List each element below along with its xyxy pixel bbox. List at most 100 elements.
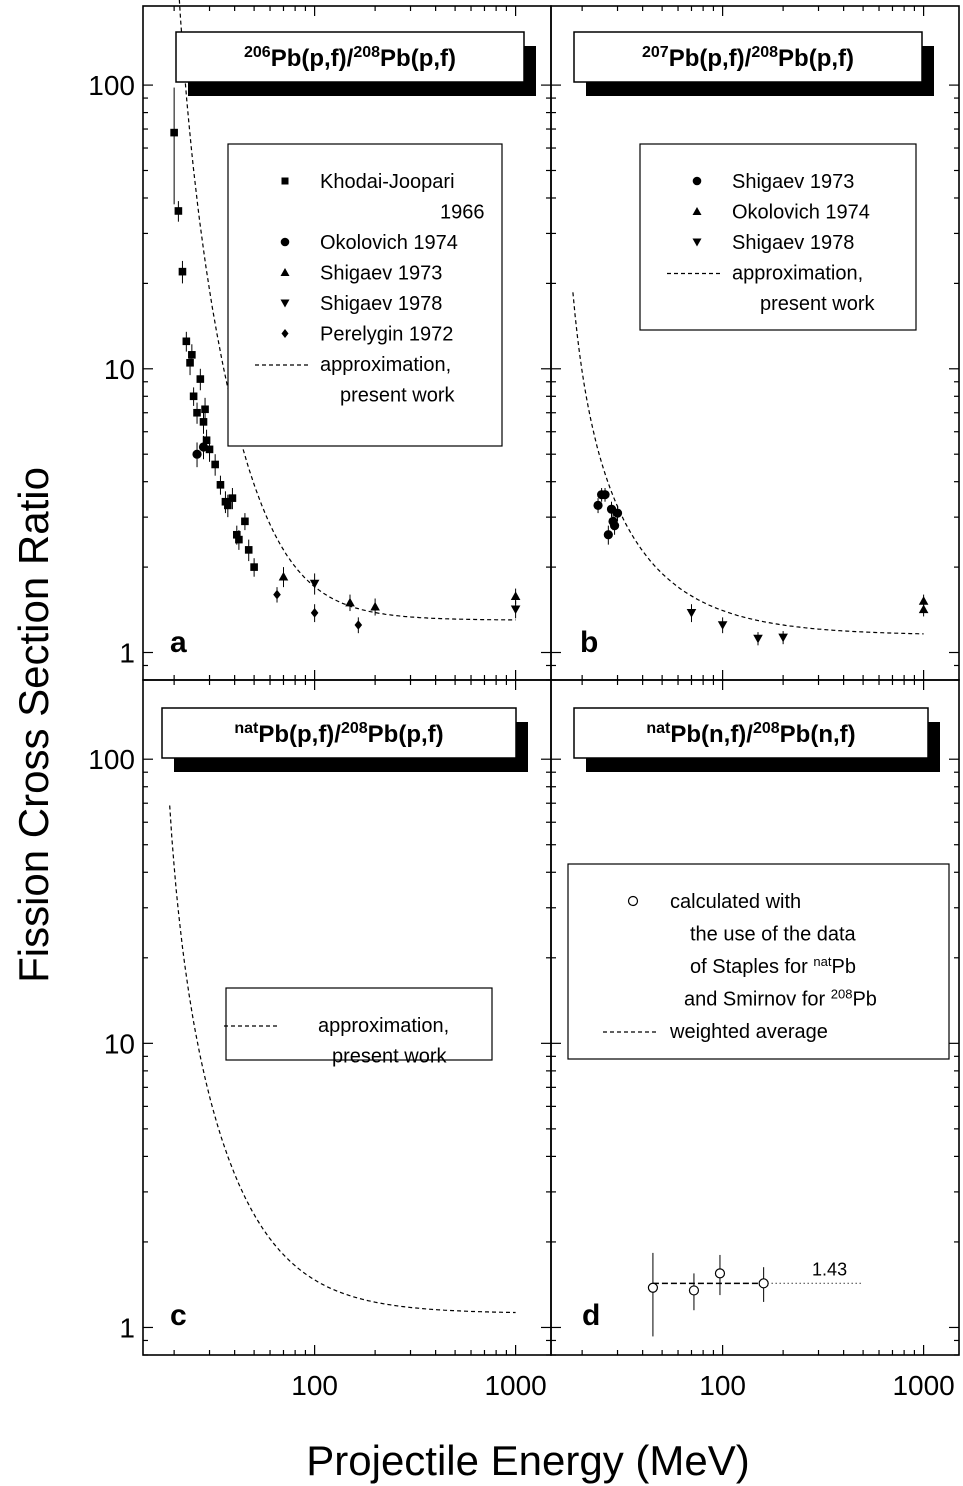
legend-marker xyxy=(280,237,290,247)
legend: Khodai-Joopari 1966 Okolovich 1974 Shigaev … xyxy=(227,143,503,447)
series-circle xyxy=(593,488,623,545)
data-point xyxy=(686,609,697,618)
data-point xyxy=(205,445,214,454)
panel-letter: c xyxy=(170,1299,187,1332)
panel-title: natPb(p,f)/208Pb(p,f) xyxy=(234,720,443,748)
data-point xyxy=(309,579,320,589)
legend-label: Okolovich 1974 xyxy=(732,202,870,224)
data-point xyxy=(612,508,623,518)
x-tick-label: 100 xyxy=(291,1370,338,1401)
data-point xyxy=(310,608,319,618)
panel-title: 207Pb(p,f)/208Pb(p,f) xyxy=(642,44,854,72)
series-triangle-up xyxy=(918,594,929,617)
data-point xyxy=(778,633,788,643)
x-tick-label: 1000 xyxy=(484,1370,546,1401)
data-point xyxy=(202,436,211,445)
data-point xyxy=(241,517,249,526)
data-point xyxy=(510,605,521,615)
series-triangle-up xyxy=(278,567,521,616)
legend-marker xyxy=(692,238,702,247)
legend-label: weighted average xyxy=(669,1021,828,1043)
data-point xyxy=(250,563,258,571)
legend: Shigaev 1973 Okolovich 1974 Shigaev 1978 ap… xyxy=(639,143,917,331)
panel-title: natPb(n,f)/208Pb(n,f) xyxy=(646,720,855,748)
data-point xyxy=(188,351,196,359)
legend-marker xyxy=(692,176,702,186)
data-point xyxy=(192,449,202,459)
series-triangle-down xyxy=(309,573,521,619)
axis-ticks xyxy=(143,680,551,1356)
panel-frame xyxy=(550,679,960,1356)
panel-a: 1 10 100 206Pb(p,f)/208Pb(p,f) Khodai-Joopar… xyxy=(88,0,552,681)
legend-marker xyxy=(281,177,289,185)
data-point xyxy=(189,392,198,401)
legend-label: present work xyxy=(340,385,455,407)
axis-ticks xyxy=(551,680,959,1356)
legend-label: approximation, xyxy=(318,1015,449,1037)
legend-label: the use of the data xyxy=(690,924,857,946)
x-axis-label: Projectile Energy (MeV) xyxy=(306,1437,749,1484)
data-point xyxy=(196,375,205,383)
data-point xyxy=(199,418,208,426)
legend-marker xyxy=(280,299,290,308)
data-point xyxy=(354,620,363,630)
data-point xyxy=(216,481,225,489)
series-diamond xyxy=(273,587,363,634)
legend-label: Shigaev 1973 xyxy=(320,263,442,285)
data-point xyxy=(278,571,289,581)
panel-b: 207Pb(p,f)/208Pb(p,f) Shigaev 1973 Okolovi… xyxy=(550,5,960,681)
data-point xyxy=(186,358,194,367)
y-tick-label: 1 xyxy=(119,638,135,669)
panel-d: 100 1000 1.43 natPb(n,f)/208Pb(n,f) calculat… xyxy=(550,679,960,1401)
y-tick-label: 1 xyxy=(119,1312,135,1343)
data-point xyxy=(201,405,209,414)
data-point xyxy=(198,442,209,452)
panel-letter: a xyxy=(170,626,187,659)
data-point xyxy=(178,267,187,276)
y-tick-label: 10 xyxy=(104,354,135,385)
legend: calculated with the use of the data of Sta… xyxy=(567,863,950,1060)
data-point xyxy=(174,207,183,215)
legend-marker xyxy=(280,268,290,276)
legend: approximation, present work xyxy=(224,987,493,1068)
y-tick-label: 100 xyxy=(88,744,135,775)
title-box xyxy=(573,31,923,83)
data-point xyxy=(918,596,929,605)
legend-label: approximation, xyxy=(320,354,451,376)
data-point xyxy=(510,591,521,600)
legend-label: and Smirnov for 208Pb xyxy=(684,987,877,1011)
data-point xyxy=(758,1278,769,1289)
series-circle xyxy=(192,435,209,468)
series-open-circle xyxy=(647,1252,769,1337)
data-point xyxy=(753,634,763,644)
legend-label: of Staples for natPb xyxy=(690,954,856,978)
legend-label: Shigaev 1978 xyxy=(320,293,442,315)
panel-frame xyxy=(550,5,960,681)
data-point xyxy=(370,601,380,611)
data-point xyxy=(182,337,191,346)
legend-label: Perelygin 1972 xyxy=(320,324,453,346)
data-point xyxy=(600,490,610,500)
legend-label: present work xyxy=(332,1046,447,1068)
legend-label: calculated with xyxy=(670,891,801,913)
title-box xyxy=(573,707,929,759)
x-tick-label: 1000 xyxy=(892,1370,954,1401)
data-point xyxy=(244,546,253,554)
panel-letter: d xyxy=(582,1299,600,1332)
data-point xyxy=(211,460,219,469)
data-point xyxy=(609,521,620,531)
legend-label: Shigaev 1978 xyxy=(732,232,854,254)
data-point xyxy=(918,604,929,614)
legend-label: Okolovich 1974 xyxy=(320,232,458,254)
data-point xyxy=(714,1268,726,1279)
legend-box xyxy=(227,143,503,447)
y-tick-label: 10 xyxy=(104,1028,135,1059)
data-point xyxy=(170,128,178,137)
title-box xyxy=(161,707,517,759)
data-point xyxy=(228,494,237,502)
legend-marker xyxy=(692,207,702,215)
x-tick-label: 100 xyxy=(699,1370,746,1401)
legend-box xyxy=(225,987,493,1061)
data-point xyxy=(232,530,241,539)
